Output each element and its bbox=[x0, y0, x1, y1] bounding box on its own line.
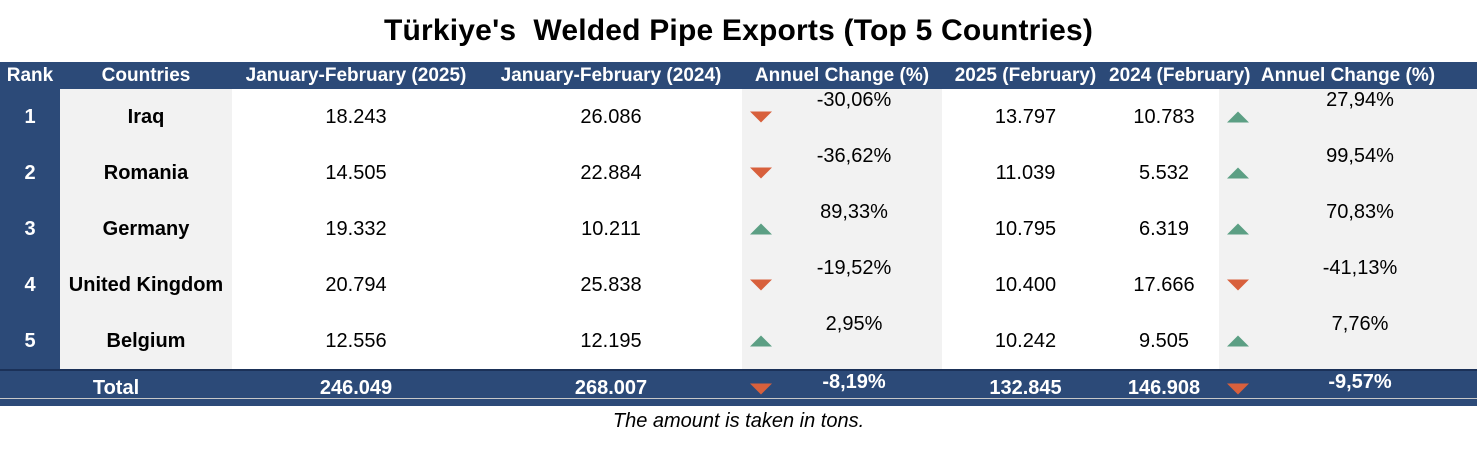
annual-change-2-cell: 99,54% bbox=[1219, 145, 1477, 201]
exports-table: Rank Countries January-February (2025) J… bbox=[0, 62, 1477, 406]
annual-change-1-cell: -36,62% bbox=[742, 145, 942, 201]
header-feb-2025: 2025 (February) bbox=[942, 62, 1109, 89]
total-feb-2025: 132.845 bbox=[942, 369, 1109, 406]
feb-2024-cell: 6.319 bbox=[1109, 201, 1219, 257]
annual-change-2-cell: 27,94% bbox=[1219, 89, 1477, 145]
total-annual-change-1: -8,19% bbox=[742, 369, 942, 406]
rank-cell: 3 bbox=[0, 201, 60, 257]
change-value: -36,62% bbox=[816, 145, 892, 167]
rank-cell: 2 bbox=[0, 145, 60, 201]
page-title: Türkiye's Welded Pipe Exports (Top 5 Cou… bbox=[383, 14, 1094, 47]
change-arrow-icon bbox=[750, 383, 772, 394]
jan-feb-2024-cell: 26.086 bbox=[480, 89, 742, 145]
change-value: 27,94% bbox=[1326, 89, 1394, 111]
footer-divider bbox=[0, 398, 1477, 399]
jan-feb-2024-cell: 25.838 bbox=[480, 257, 742, 313]
annual-change-1-cell: 2,95% bbox=[742, 313, 942, 370]
feb-2024-cell: 5.532 bbox=[1109, 145, 1219, 201]
change-arrow-icon bbox=[750, 279, 772, 291]
change-arrow-icon bbox=[1227, 335, 1249, 347]
annual-change-2-cell: 70,83% bbox=[1219, 201, 1477, 257]
header-annual-change-2: Annuel Change (%) bbox=[1219, 62, 1477, 89]
change-arrow-icon bbox=[1227, 279, 1249, 291]
change-value: 7,76% bbox=[1331, 313, 1389, 335]
feb-2024-cell: 17.666 bbox=[1109, 257, 1219, 313]
table-row: 1 Iraq 18.243 26.086 -30,06% 13.797 10.7… bbox=[0, 89, 1477, 145]
change-arrow-icon bbox=[1227, 383, 1249, 394]
country-cell: Belgium bbox=[60, 313, 232, 370]
annual-change-1-cell: -19,52% bbox=[742, 257, 942, 313]
change-arrow-icon bbox=[1227, 167, 1249, 179]
jan-feb-2025-cell: 18.243 bbox=[232, 89, 480, 145]
rank-cell: 4 bbox=[0, 257, 60, 313]
rank-cell: 5 bbox=[0, 313, 60, 370]
feb-2025-cell: 10.242 bbox=[942, 313, 1109, 370]
feb-2025-cell: 13.797 bbox=[942, 89, 1109, 145]
annual-change-2-cell: -41,13% bbox=[1219, 257, 1477, 313]
table-row: 4 United Kingdom 20.794 25.838 -19,52% 1… bbox=[0, 257, 1477, 313]
feb-2025-cell: 11.039 bbox=[942, 145, 1109, 201]
feb-2024-cell: 9.505 bbox=[1109, 313, 1219, 370]
change-value: 2,95% bbox=[825, 313, 883, 335]
header-annual-change-1: Annuel Change (%) bbox=[742, 62, 942, 89]
annual-change-1-cell: 89,33% bbox=[742, 201, 942, 257]
change-value: -9,57% bbox=[1328, 371, 1392, 393]
header-feb-2024: 2024 (February) bbox=[1109, 62, 1251, 89]
country-cell: Romania bbox=[60, 145, 232, 201]
country-cell: Germany bbox=[60, 201, 232, 257]
change-value: -19,52% bbox=[816, 257, 892, 279]
jan-feb-2024-cell: 22.884 bbox=[480, 145, 742, 201]
total-feb-2024: 146.908 bbox=[1109, 369, 1219, 406]
jan-feb-2024-cell: 12.195 bbox=[480, 313, 742, 370]
table-row: 5 Belgium 12.556 12.195 2,95% 10.242 9.5… bbox=[0, 313, 1477, 370]
total-jan-feb-2024: 268.007 bbox=[480, 369, 742, 406]
annual-change-2-cell: 7,76% bbox=[1219, 313, 1477, 370]
header-jan-feb-2025: January-February (2025) bbox=[232, 62, 480, 89]
total-row: Total 246.049 268.007 -8,19% 132.845 146… bbox=[0, 369, 1477, 406]
country-cell: United Kingdom bbox=[60, 257, 232, 313]
change-value: -30,06% bbox=[816, 89, 892, 111]
feb-2025-cell: 10.795 bbox=[942, 201, 1109, 257]
jan-feb-2025-cell: 19.332 bbox=[232, 201, 480, 257]
jan-feb-2024-cell: 10.211 bbox=[480, 201, 742, 257]
change-value: 70,83% bbox=[1326, 201, 1394, 223]
jan-feb-2025-cell: 20.794 bbox=[232, 257, 480, 313]
feb-2025-cell: 10.400 bbox=[942, 257, 1109, 313]
change-arrow-icon bbox=[750, 167, 772, 179]
footnote: The amount is taken in tons. bbox=[612, 410, 865, 432]
feb-2024-cell: 10.783 bbox=[1109, 89, 1219, 145]
table-row: 3 Germany 19.332 10.211 89,33% 10.795 6.… bbox=[0, 201, 1477, 257]
country-cell: Iraq bbox=[60, 89, 232, 145]
jan-feb-2025-cell: 12.556 bbox=[232, 313, 480, 370]
table-row: 2 Romania 14.505 22.884 -36,62% 11.039 5… bbox=[0, 145, 1477, 201]
annual-change-1-cell: -30,06% bbox=[742, 89, 942, 145]
jan-feb-2025-cell: 14.505 bbox=[232, 145, 480, 201]
change-arrow-icon bbox=[1227, 111, 1249, 123]
change-arrow-icon bbox=[750, 335, 772, 347]
header-rank: Rank bbox=[0, 62, 60, 89]
total-label: Total bbox=[0, 369, 232, 406]
change-value: -41,13% bbox=[1322, 257, 1398, 279]
total-annual-change-2: -9,57% bbox=[1219, 369, 1477, 406]
change-value: 89,33% bbox=[820, 201, 888, 223]
change-value: -8,19% bbox=[822, 371, 886, 393]
rank-cell: 1 bbox=[0, 89, 60, 145]
header-row: Rank Countries January-February (2025) J… bbox=[0, 62, 1477, 89]
change-arrow-icon bbox=[1227, 223, 1249, 235]
change-arrow-icon bbox=[750, 111, 772, 123]
change-value: 99,54% bbox=[1326, 145, 1394, 167]
header-countries: Countries bbox=[60, 62, 232, 89]
header-jan-feb-2024: January-February (2024) bbox=[480, 62, 742, 89]
total-jan-feb-2025: 246.049 bbox=[232, 369, 480, 406]
change-arrow-icon bbox=[750, 223, 772, 235]
